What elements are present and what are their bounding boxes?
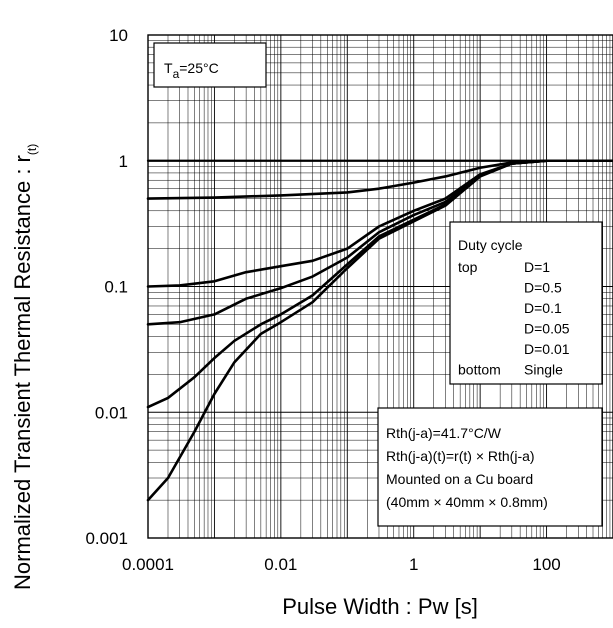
- note-line: (40mm × 40mm × 0.8mm): [386, 494, 548, 510]
- legend-entry: D=0.1: [524, 300, 562, 316]
- y-tick-label: 0.1: [104, 278, 128, 297]
- plot-frame: [147, 34, 613, 539]
- condition-subscript: a: [173, 67, 180, 81]
- y-tick-label: 1: [119, 152, 128, 171]
- series-line-single: [146, 159, 613, 502]
- condition-box-frame: [153, 42, 267, 88]
- note-box: Rth(j-a)=41.7°C/W Rth(j-a)(t)=r(t) × Rth(…: [377, 407, 603, 527]
- y-tick-label: 10: [109, 26, 128, 45]
- x-tick-label: 0.01: [264, 555, 297, 574]
- legend-entry: D=0.01: [524, 341, 570, 357]
- legend-title: Duty cycle: [458, 237, 523, 253]
- condition-box: Ta=25°C: [153, 42, 267, 88]
- note-line: Mounted on a Cu board: [386, 471, 533, 487]
- y-axis-label-sub: (t): [25, 144, 39, 155]
- legend-position-label: bottom: [458, 362, 501, 378]
- tick-labels: 0.0001 0.01 1 100 10 1 0.1 0.01 0.001: [85, 26, 560, 574]
- y-axis-label: Normalized Transient Thermal Resistance …: [10, 144, 39, 590]
- y-tick-label: 0.01: [95, 403, 128, 422]
- x-axis-label: Pulse Width : Pw [s]: [282, 594, 478, 619]
- y-tick-label: 0.001: [85, 529, 128, 548]
- legend-frame: [449, 221, 603, 385]
- duty-cycle-legend: Duty cycle top D=1 D=0.5 D=0.1 D=0.05 D=0.01 b…: [449, 221, 603, 385]
- legend-entry: D=1: [524, 259, 550, 275]
- legend-entry: Single: [524, 362, 563, 378]
- x-tick-label: 1: [409, 555, 418, 574]
- legend-entry: D=0.5: [524, 280, 562, 296]
- x-tick-label: 100: [532, 555, 560, 574]
- legend-entry: D=0.05: [524, 321, 570, 337]
- curves: [146, 159, 613, 502]
- legend-position-label: top: [458, 259, 478, 275]
- note-line: Rth(j-a)(t)=r(t) × Rth(j-a): [386, 448, 535, 464]
- condition-symbol: T: [164, 60, 173, 76]
- condition-label: Ta=25°C: [164, 60, 219, 81]
- y-axis-label-main: Normalized Transient Thermal Resistance …: [10, 155, 35, 590]
- condition-value: =25°C: [179, 60, 218, 76]
- note-frame: [377, 407, 603, 527]
- note-line: Rth(j-a)=41.7°C/W: [386, 425, 502, 441]
- x-tick-label: 0.0001: [122, 555, 174, 574]
